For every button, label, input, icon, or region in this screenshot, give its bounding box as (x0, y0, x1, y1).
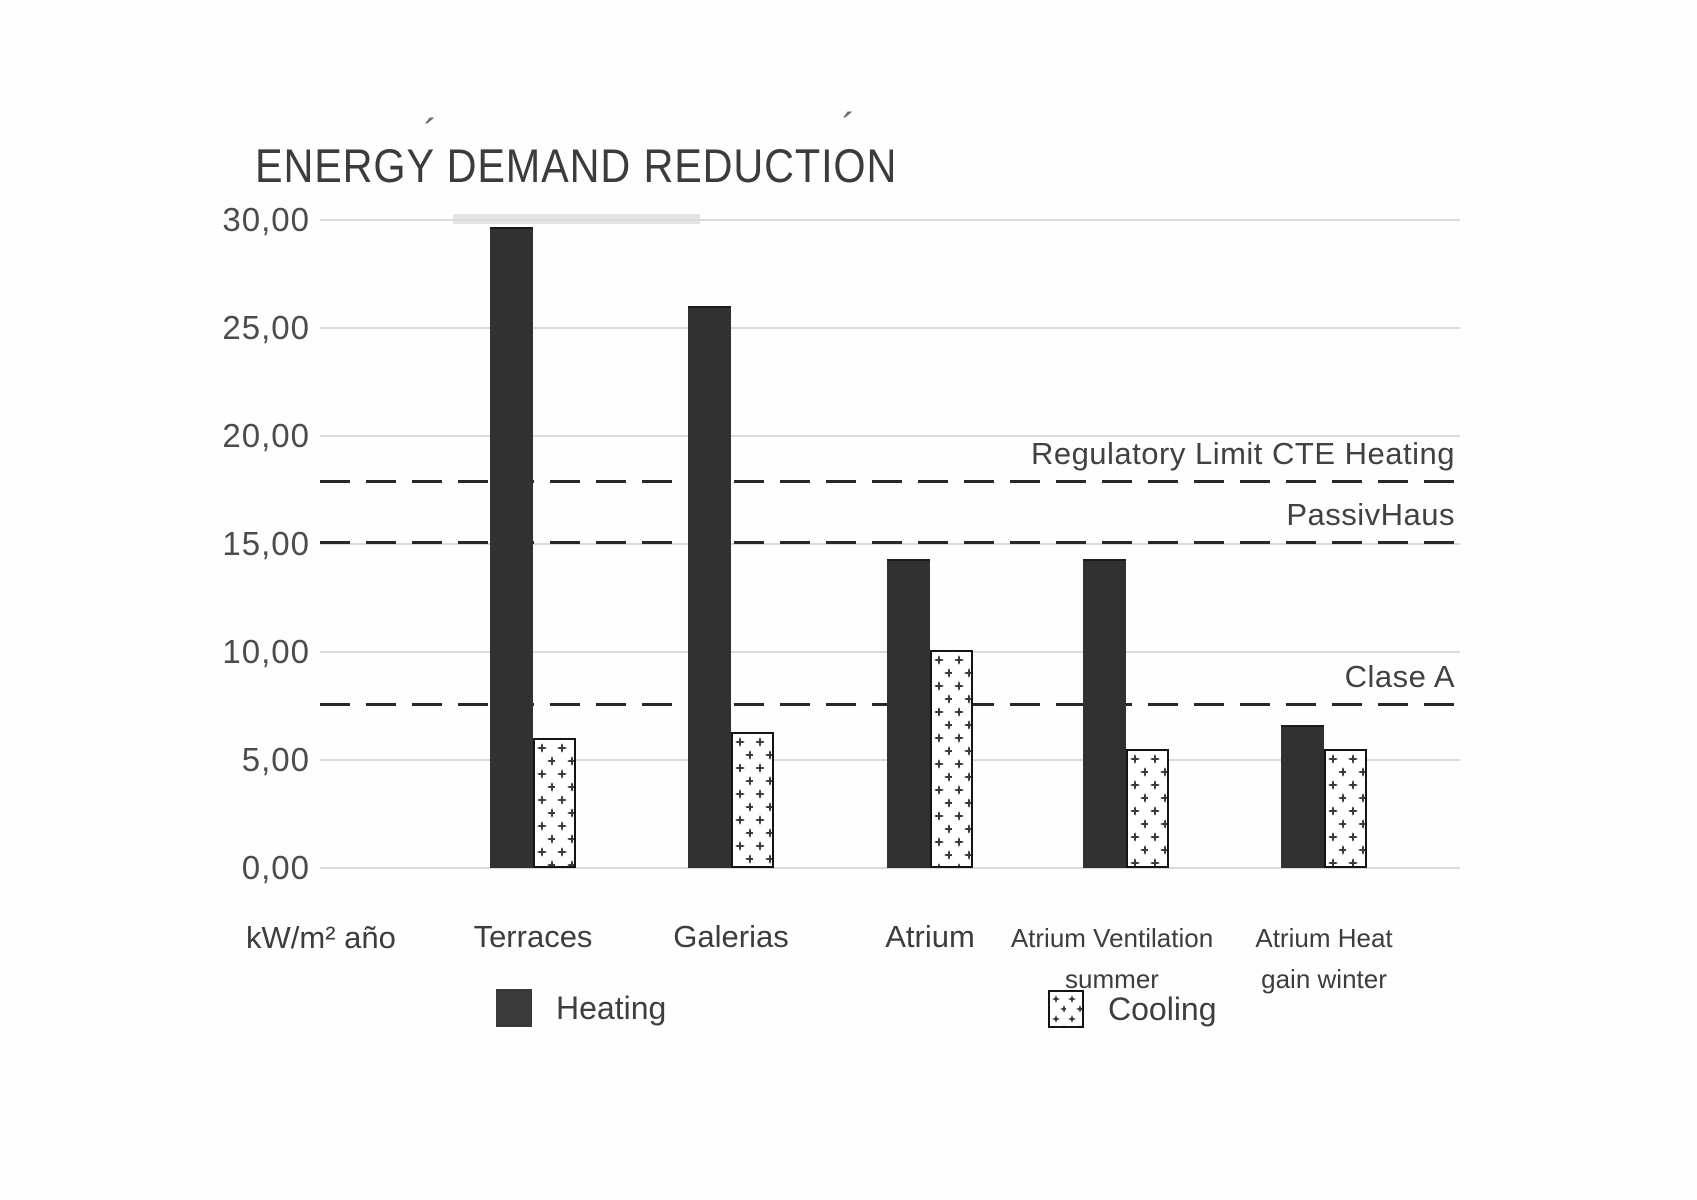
heating-bar (490, 226, 533, 868)
x-axis-category-label: Atrium Heat gain winter (1255, 918, 1392, 1000)
x-axis-category-label: Atrium (885, 918, 975, 956)
heating-bar (1281, 725, 1324, 868)
legend-item-heating: Heating (496, 989, 666, 1027)
gridline (320, 435, 1460, 437)
scan-artifact-accent: ´ (842, 106, 856, 150)
y-tick-label: 5,00 (241, 741, 310, 778)
heating-swatch-icon (496, 989, 532, 1027)
x-axis-category-label-line: gain winter (1261, 964, 1387, 994)
x-axis-category-label-line: Terraces (473, 919, 593, 954)
gridline (320, 327, 1460, 329)
heating-bar (887, 559, 930, 868)
y-tick-label: 20,00 (222, 417, 310, 454)
x-axis-category-label: Galerias (673, 918, 788, 956)
y-tick-label: 0,00 (241, 849, 310, 886)
x-axis-category-label-line: summer (1065, 964, 1159, 994)
plot-area: Regulatory Limit CTE Heating PassivHaus Cl… (320, 214, 1460, 869)
x-axis-category-label: Atrium Ventilation summer (1011, 918, 1213, 1000)
gridline (320, 543, 1460, 545)
y-tick-label: 10,00 (222, 633, 310, 670)
cooling-bar (731, 731, 774, 868)
reference-line (320, 480, 1460, 484)
y-tick-label: 25,00 (222, 309, 310, 346)
reference-line-label: Regulatory Limit CTE Heating (1030, 436, 1455, 472)
cooling-bar (1126, 749, 1169, 868)
cooling-bar (533, 738, 576, 868)
gridline (320, 867, 1460, 869)
legend-label-heating: Heating (556, 989, 667, 1026)
cooling-bar (930, 649, 973, 868)
reference-line-label: Clase A (1344, 658, 1455, 694)
reference-line-label: PassivHaus (1286, 496, 1455, 532)
y-tick-label: 15,00 (222, 525, 310, 562)
cooling-bar (1324, 749, 1367, 868)
y-axis-unit-label: kW/m² año (246, 920, 396, 955)
legend-label-cooling: Cooling (1108, 990, 1217, 1027)
x-axis-category-label-line: Atrium (885, 919, 975, 954)
x-axis-category-label: Terraces (474, 918, 593, 956)
cooling-swatch-icon (1048, 990, 1084, 1028)
y-tick-label: 30,00 (222, 201, 310, 238)
heating-bar (688, 306, 731, 868)
heating-bar (1083, 559, 1126, 868)
x-axis-category-label-line: Galerias (673, 919, 789, 954)
chart-title: ENERGY DEMAND REDUCTION (255, 139, 898, 192)
y-axis-ticks: 30,00 25,00 20,00 15,00 10,00 5,00 0,00 (170, 201, 310, 886)
x-axis-category-label-line: Atrium Ventilation (1010, 923, 1214, 953)
x-axis-category-label-line: Atrium Heat (1255, 923, 1393, 953)
legend-item-cooling: Cooling (1048, 990, 1217, 1028)
scan-artifact-accent: ´ (424, 112, 438, 156)
gridline (320, 219, 1460, 221)
reference-line (320, 540, 1460, 544)
